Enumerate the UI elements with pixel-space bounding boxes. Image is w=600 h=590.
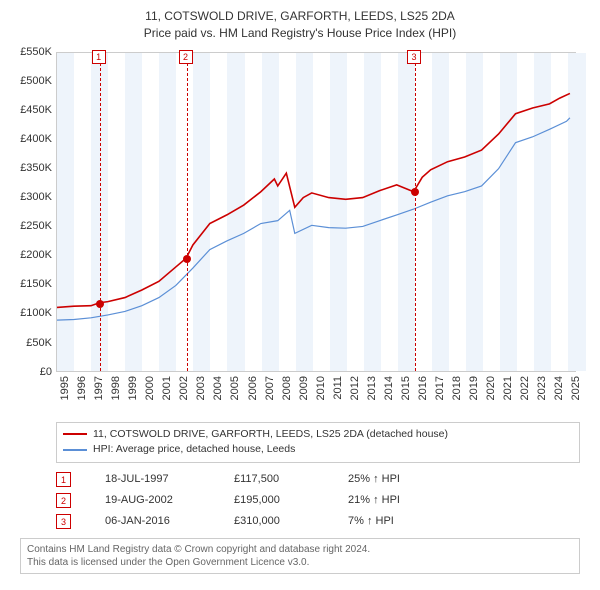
x-tick-label: 1999 (127, 376, 139, 400)
transaction-date: 18-JUL-1997 (105, 469, 200, 490)
y-tick-label: £350K (10, 162, 52, 174)
x-tick-label: 2006 (247, 376, 259, 400)
x-tick-label: 2024 (553, 376, 565, 400)
title-line-2: Price paid vs. HM Land Registry's House … (10, 25, 590, 42)
x-tick-label: 2004 (212, 376, 224, 400)
legend-label-property: 11, COTSWOLD DRIVE, GARFORTH, LEEDS, LS2… (93, 427, 448, 443)
x-tick-label: 1996 (76, 376, 88, 400)
transaction-marker-box: 2 (179, 50, 193, 64)
legend-label-hpi: HPI: Average price, detached house, Leed… (93, 442, 295, 458)
y-tick-label: £250K (10, 220, 52, 232)
x-tick-label: 2020 (485, 376, 497, 400)
y-tick-label: £0 (10, 366, 52, 378)
x-tick-label: 1995 (59, 376, 71, 400)
y-tick-label: £500K (10, 75, 52, 87)
x-tick-label: 2021 (502, 376, 514, 400)
x-tick-label: 2017 (434, 376, 446, 400)
x-tick-label: 2014 (383, 376, 395, 400)
plot-region (56, 52, 576, 372)
y-tick-label: £100K (10, 307, 52, 319)
chart-area: £0 £50K £100K £150K £200K £250K £300K £350K £400… (10, 48, 590, 418)
transaction-price: £117,500 (234, 469, 314, 490)
x-tick-label: 2018 (451, 376, 463, 400)
transaction-row: 3 06-JAN-2016 £310,000 7% ↑ HPI (56, 511, 580, 532)
x-tick-label: 2010 (315, 376, 327, 400)
x-tick-label: 1997 (93, 376, 105, 400)
transaction-date: 19-AUG-2002 (105, 490, 200, 511)
transaction-price: £195,000 (234, 490, 314, 511)
transaction-point (96, 300, 104, 308)
y-tick-label: £450K (10, 104, 52, 116)
x-tick-label: 2015 (400, 376, 412, 400)
x-tick-label: 2023 (536, 376, 548, 400)
y-tick-label: £200K (10, 249, 52, 261)
x-tick-label: 1998 (110, 376, 122, 400)
y-tick-label: £50K (10, 337, 52, 349)
line-plot-svg (57, 53, 575, 371)
title-line-1: 11, COTSWOLD DRIVE, GARFORTH, LEEDS, LS2… (10, 8, 590, 25)
legend-row-hpi: HPI: Average price, detached house, Leed… (63, 442, 573, 458)
x-tick-label: 2001 (161, 376, 173, 400)
x-tick-label: 2019 (468, 376, 480, 400)
footer-attribution: Contains HM Land Registry data © Crown c… (20, 538, 580, 574)
transactions-table: 1 18-JUL-1997 £117,500 25% ↑ HPI 2 19-AUG-200… (56, 469, 580, 532)
x-tick-label: 2000 (144, 376, 156, 400)
footer-line-1: Contains HM Land Registry data © Crown c… (27, 543, 573, 556)
transaction-diff: 21% ↑ HPI (348, 490, 428, 511)
transaction-point (183, 255, 191, 263)
transaction-row: 2 19-AUG-2002 £195,000 21% ↑ HPI (56, 490, 580, 511)
x-tick-label: 2002 (178, 376, 190, 400)
x-tick-label: 2008 (281, 376, 293, 400)
transaction-index-box: 1 (56, 472, 71, 487)
transaction-index-box: 3 (56, 514, 71, 529)
x-tick-label: 2025 (570, 376, 582, 400)
x-axis-labels: 1995 1996 1997 1998 1999 2000 2001 2002 2003 2004… (56, 376, 576, 416)
y-tick-label: £400K (10, 133, 52, 145)
transaction-date: 06-JAN-2016 (105, 511, 200, 532)
transaction-diff: 7% ↑ HPI (348, 511, 428, 532)
y-tick-label: £300K (10, 191, 52, 203)
transaction-index-box: 2 (56, 493, 71, 508)
series-property (57, 93, 570, 307)
transaction-marker-box: 1 (92, 50, 106, 64)
transaction-diff: 25% ↑ HPI (348, 469, 428, 490)
chart-title-block: 11, COTSWOLD DRIVE, GARFORTH, LEEDS, LS2… (10, 8, 590, 42)
y-tick-label: £150K (10, 278, 52, 290)
x-tick-label: 2009 (298, 376, 310, 400)
legend: 11, COTSWOLD DRIVE, GARFORTH, LEEDS, LS2… (56, 422, 580, 464)
y-tick-label: £550K (10, 46, 52, 58)
transaction-marker-box: 3 (407, 50, 421, 64)
x-tick-label: 2016 (417, 376, 429, 400)
transaction-row: 1 18-JUL-1997 £117,500 25% ↑ HPI (56, 469, 580, 490)
legend-swatch-property (63, 433, 87, 435)
x-tick-label: 2003 (195, 376, 207, 400)
legend-row-property: 11, COTSWOLD DRIVE, GARFORTH, LEEDS, LS2… (63, 427, 573, 443)
transaction-line (187, 53, 188, 371)
x-tick-label: 2022 (519, 376, 531, 400)
transaction-price: £310,000 (234, 511, 314, 532)
transaction-point (411, 188, 419, 196)
x-tick-label: 2007 (264, 376, 276, 400)
legend-swatch-hpi (63, 449, 87, 451)
x-tick-label: 2011 (332, 376, 344, 400)
series-hpi (57, 117, 570, 319)
x-tick-label: 2005 (229, 376, 241, 400)
x-tick-label: 2013 (366, 376, 378, 400)
transaction-line (100, 53, 101, 371)
x-tick-label: 2012 (349, 376, 361, 400)
footer-line-2: This data is licensed under the Open Gov… (27, 556, 573, 569)
transaction-line (415, 53, 416, 371)
